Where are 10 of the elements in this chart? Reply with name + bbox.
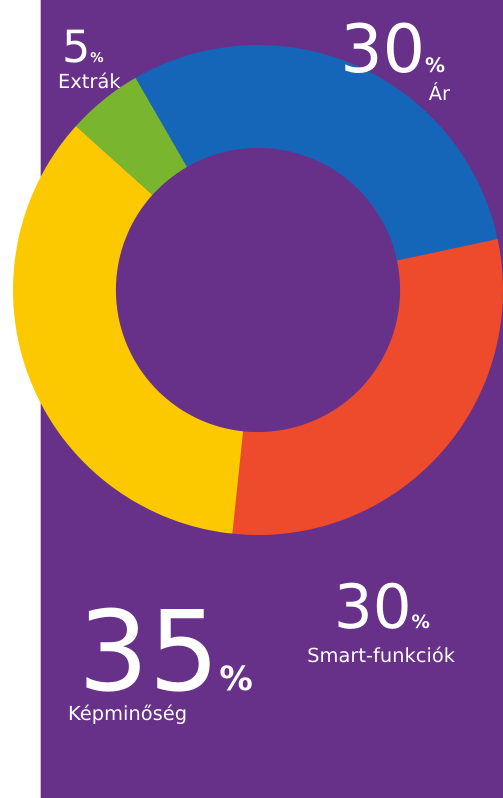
- data-label: 35%: [86, 608, 252, 692]
- data-label: 30%: [345, 22, 444, 73]
- data-label: 30%: [338, 582, 430, 629]
- donut-slice: [13, 126, 244, 534]
- slice-label: Ár: [428, 82, 450, 100]
- slice-label: Extrák: [60, 72, 121, 88]
- donut-slice: [232, 239, 503, 535]
- slice-label: Smart-funkciók: [308, 646, 455, 662]
- data-label: 5%: [65, 30, 104, 63]
- slice-label: Képminőség: [70, 704, 186, 724]
